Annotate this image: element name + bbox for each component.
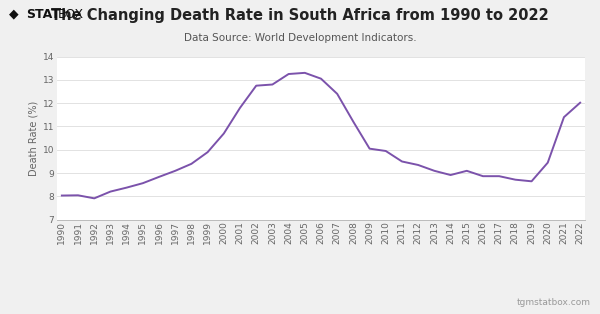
Text: Data Source: World Development Indicators.: Data Source: World Development Indicator… <box>184 33 416 43</box>
Y-axis label: Death Rate (%): Death Rate (%) <box>29 100 38 176</box>
Text: STAT: STAT <box>26 8 59 21</box>
Text: BOX: BOX <box>58 8 85 21</box>
Text: ◆: ◆ <box>9 8 19 21</box>
Text: tgmstatbox.com: tgmstatbox.com <box>517 298 591 307</box>
Text: The Changing Death Rate in South Africa from 1990 to 2022: The Changing Death Rate in South Africa … <box>51 8 549 23</box>
